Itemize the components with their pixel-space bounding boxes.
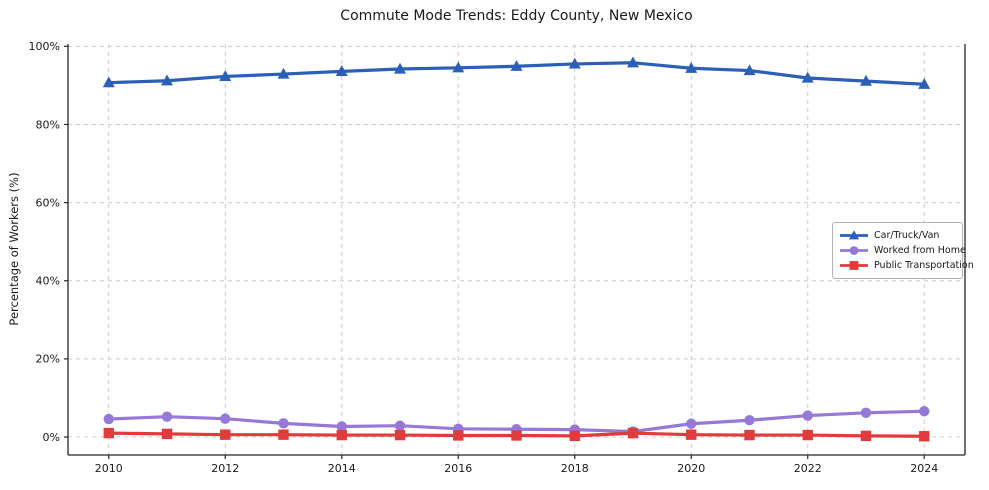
- legend-sample-car-truck-van: [840, 230, 868, 240]
- square-marker: [511, 430, 522, 441]
- square-marker: [278, 429, 289, 440]
- axis-spines: [67, 44, 966, 456]
- square-marker: [802, 429, 813, 441]
- square-marker: [744, 429, 755, 441]
- circle-marker: [744, 415, 755, 426]
- x-tick-label: 2016: [444, 462, 472, 475]
- triangle-marker: [848, 230, 860, 240]
- legend-sample-public-transportation: [840, 261, 868, 270]
- triangle-marker: [219, 70, 232, 82]
- circle-marker: [686, 418, 697, 429]
- square-marker: [336, 429, 347, 441]
- legend: Car/Truck/Van Worked from Home Public Tran…: [832, 222, 974, 279]
- circle-marker: [860, 407, 872, 419]
- y-tick-label: 40%: [36, 275, 60, 288]
- legend-label-car-truck-van: Car/Truck/Van: [874, 230, 940, 241]
- square-marker: [453, 430, 464, 441]
- y-tick-label: 20%: [36, 353, 60, 366]
- series-public-transportation: [103, 427, 930, 442]
- legend-label-worked-from-home: Worked from Home: [874, 245, 966, 256]
- triangle-marker: [510, 60, 523, 71]
- x-axis-ticks: 2010 2012 2014 2016 2018 2020 2022 2024: [95, 455, 938, 475]
- square-marker: [569, 430, 580, 442]
- x-tick-label: 2018: [561, 462, 589, 475]
- legend-item-public-transportation: Public Transportation: [839, 258, 974, 273]
- square-marker: [686, 429, 697, 440]
- square-marker: [919, 431, 930, 442]
- y-tick-label: 60%: [36, 196, 60, 209]
- y-tick-label: 80%: [36, 118, 60, 131]
- circle-marker: [919, 406, 930, 417]
- circle-marker: [802, 410, 813, 421]
- square-marker: [103, 427, 114, 439]
- triangle-marker: [685, 62, 698, 73]
- x-tick-label: 2020: [677, 462, 705, 475]
- circle-marker: [220, 413, 231, 424]
- circle-marker: [278, 418, 289, 429]
- triangle-marker: [102, 76, 115, 88]
- legend-label-public-transportation: Public Transportation: [874, 260, 974, 271]
- square-marker: [161, 428, 173, 440]
- triangle-marker: [743, 64, 756, 76]
- x-tick-label: 2014: [328, 462, 356, 475]
- legend-item-worked-from-home: Worked from Home: [839, 243, 966, 258]
- x-tick-label: 2012: [211, 462, 239, 475]
- chart-title: Commute Mode Trends: Eddy County, New Me…: [340, 8, 693, 24]
- triangle-marker: [394, 62, 407, 74]
- triangle-marker: [568, 57, 581, 69]
- legend-sample-worked-from-home: [840, 246, 868, 255]
- circle-marker: [394, 420, 406, 431]
- circle-marker: [103, 413, 114, 425]
- triangle-marker: [801, 71, 814, 83]
- square-marker: [860, 430, 872, 442]
- triangle-marker: [626, 56, 639, 68]
- circle-marker: [161, 411, 173, 422]
- x-tick-label: 2010: [95, 462, 123, 475]
- y-axis-ticks: 0% 20% 40% 60% 80% 100%: [29, 40, 68, 444]
- triangle-marker: [335, 65, 348, 76]
- square-marker: [394, 429, 406, 441]
- gridlines: [68, 44, 965, 455]
- circle-marker: [336, 421, 347, 432]
- square-marker: [849, 261, 859, 270]
- square-marker: [220, 429, 231, 440]
- triangle-marker: [918, 78, 931, 89]
- circle-marker: [849, 246, 859, 255]
- triangle-marker: [277, 67, 290, 79]
- x-tick-label: 2024: [910, 462, 938, 475]
- square-marker: [627, 427, 639, 439]
- legend-item-car-truck-van: Car/Truck/Van: [839, 228, 956, 243]
- series-car-truck-van: [102, 56, 931, 89]
- y-tick-label: 100%: [29, 40, 60, 53]
- y-tick-label: 0%: [43, 431, 60, 444]
- triangle-marker: [452, 61, 465, 73]
- x-tick-label: 2022: [794, 462, 822, 475]
- triangle-marker: [859, 74, 872, 86]
- triangle-marker: [161, 74, 174, 86]
